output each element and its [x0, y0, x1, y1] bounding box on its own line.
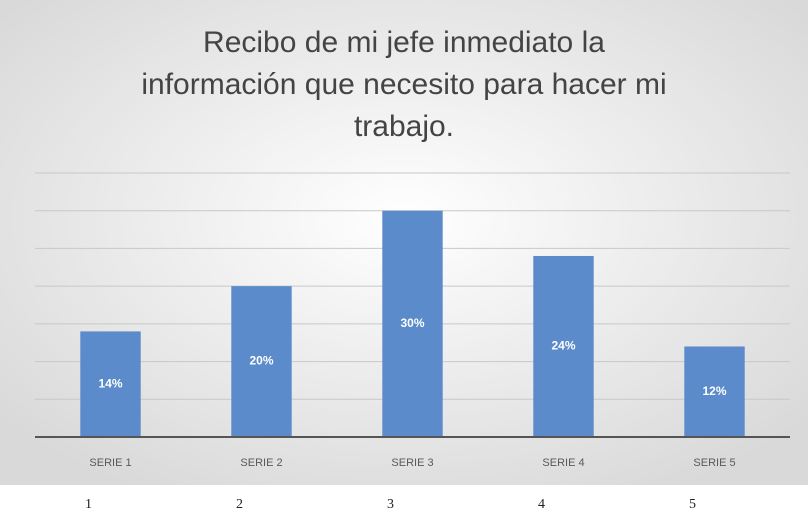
x-tick-label: SERIE 4	[542, 457, 584, 469]
data-label: 24%	[551, 339, 575, 353]
bar	[533, 255, 594, 437]
x-tick-label: SERIE 1	[89, 457, 131, 469]
data-label: 20%	[249, 354, 273, 368]
data-label: 30%	[400, 316, 424, 330]
bar	[80, 331, 141, 437]
x-tick-label: SERIE 5	[693, 457, 735, 469]
chart-title: Recibo de mi jefe inmediato la informaci…	[141, 26, 667, 143]
data-label: 14%	[98, 376, 122, 390]
x-tick-label: SERIE 3	[391, 457, 433, 469]
row-label: 5	[689, 497, 696, 512]
row-label: 3	[387, 497, 394, 512]
row-label: 4	[538, 497, 545, 512]
x-tick-label: SERIE 2	[240, 457, 282, 469]
data-label: 12%	[702, 384, 726, 398]
bar	[382, 210, 443, 437]
row-label: 1	[85, 497, 92, 512]
row-label: 2	[236, 497, 243, 512]
bar	[231, 286, 292, 437]
bar	[684, 346, 745, 437]
